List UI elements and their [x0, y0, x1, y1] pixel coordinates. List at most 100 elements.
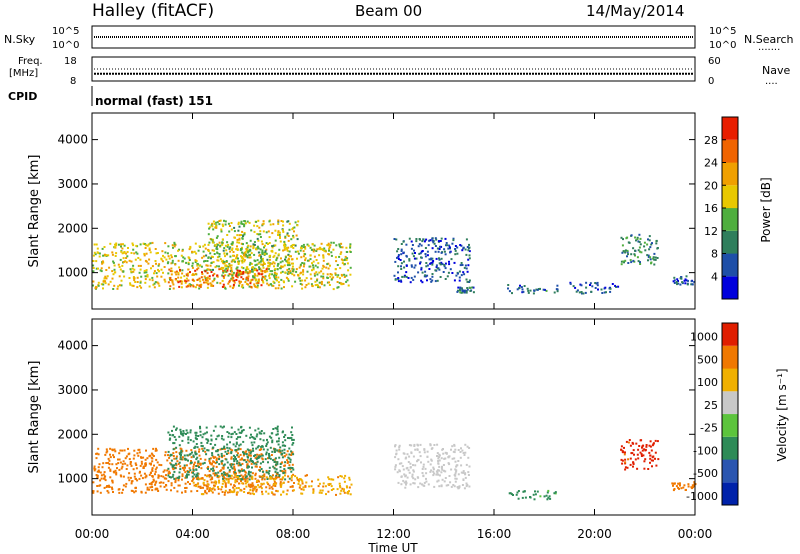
echo-cell	[443, 248, 446, 251]
echo-cell	[325, 266, 328, 269]
echo-cell	[244, 471, 247, 474]
echo-cell	[188, 467, 191, 470]
echo-cell	[167, 467, 170, 470]
echo-cell	[229, 255, 232, 258]
echo-cell	[302, 273, 305, 276]
echo-cell	[259, 469, 261, 472]
echo-cell	[459, 288, 461, 291]
echo-cell	[238, 225, 241, 228]
echo-cell	[406, 476, 409, 479]
echo-cell	[449, 268, 452, 271]
echo-cell	[309, 254, 312, 257]
echo-cell	[227, 466, 230, 469]
echo-cell	[348, 478, 351, 481]
echo-cell	[451, 242, 454, 245]
echo-cell	[231, 449, 234, 452]
echo-cell	[180, 451, 183, 454]
echo-cell	[338, 245, 341, 247]
echo-cell	[283, 471, 286, 474]
echo-cell	[467, 264, 470, 267]
echo-cell	[236, 480, 239, 483]
echo-cell	[184, 281, 187, 284]
echo-cell	[643, 448, 646, 451]
echo-cell	[250, 252, 253, 255]
echo-cell	[332, 488, 335, 490]
echo-cell	[290, 476, 293, 479]
echo-cell	[148, 247, 151, 250]
echo-cell	[268, 487, 271, 490]
echo-cell	[636, 238, 639, 241]
echo-cell	[235, 442, 238, 445]
echo-cell	[120, 250, 123, 253]
echo-cell	[205, 438, 208, 441]
echo-cell	[401, 275, 404, 278]
echo-cell	[205, 484, 208, 487]
echo-cell	[292, 438, 295, 441]
echo-cell	[265, 268, 268, 271]
echo-cell	[222, 464, 225, 467]
echo-cell	[277, 263, 280, 266]
echo-cell	[259, 233, 262, 236]
echo-cell	[580, 284, 583, 287]
power-plot-area	[91, 113, 696, 309]
echo-cell	[620, 236, 623, 239]
echo-cell	[459, 456, 462, 459]
echo-cell	[194, 451, 197, 454]
echo-cell	[271, 450, 274, 453]
echo-cell	[253, 224, 256, 227]
echo-cell	[325, 493, 327, 496]
echo-cell	[275, 433, 278, 436]
echo-cell	[197, 476, 200, 479]
echo-cell	[211, 241, 214, 244]
echo-cell	[645, 444, 648, 446]
echo-cell	[136, 452, 139, 455]
echo-cell	[291, 485, 294, 488]
echo-cell	[693, 485, 696, 488]
echo-cell	[187, 256, 190, 259]
echo-cell	[334, 272, 337, 275]
colorbar-tick-label: -25	[700, 422, 718, 435]
echo-cell	[167, 255, 170, 258]
echo-cell	[535, 288, 538, 291]
echo-cell	[245, 434, 248, 437]
echo-cell	[121, 247, 124, 250]
echo-cell	[270, 486, 273, 489]
echo-cell	[253, 243, 256, 246]
echo-cell	[431, 263, 434, 266]
echo-cell	[200, 444, 203, 447]
echo-cell	[282, 230, 285, 233]
echo-cell	[279, 466, 282, 469]
echo-cell	[457, 289, 459, 292]
echo-cell	[273, 483, 276, 486]
echo-cell	[192, 455, 195, 458]
echo-cell	[132, 284, 135, 287]
echo-cell	[219, 282, 222, 285]
echo-cell	[345, 274, 348, 277]
echo-cell	[302, 265, 305, 268]
echo-cell	[195, 483, 197, 486]
echo-cell	[240, 457, 243, 460]
echo-cell	[337, 286, 340, 289]
echo-cell	[291, 426, 293, 429]
echo-cell	[294, 244, 297, 247]
echo-cell	[211, 454, 214, 457]
echo-cell	[244, 478, 247, 481]
echo-cell	[253, 462, 256, 465]
x-tick-label: 00:00	[678, 527, 713, 541]
echo-cell	[456, 252, 459, 255]
echo-cell	[187, 263, 190, 266]
echo-cell	[329, 264, 331, 267]
echo-cell	[273, 493, 276, 496]
freq-tick-top: 18	[64, 56, 77, 67]
echo-cell	[461, 287, 463, 290]
echo-cell	[218, 463, 221, 466]
echo-cell	[242, 252, 245, 255]
echo-cell	[202, 486, 204, 489]
echo-cell	[247, 279, 250, 282]
echo-cell	[441, 465, 443, 468]
echo-cell	[348, 490, 350, 493]
echo-cell	[155, 272, 158, 275]
echo-cell	[338, 243, 341, 246]
echo-cell	[467, 456, 470, 459]
echo-cell	[279, 237, 281, 239]
